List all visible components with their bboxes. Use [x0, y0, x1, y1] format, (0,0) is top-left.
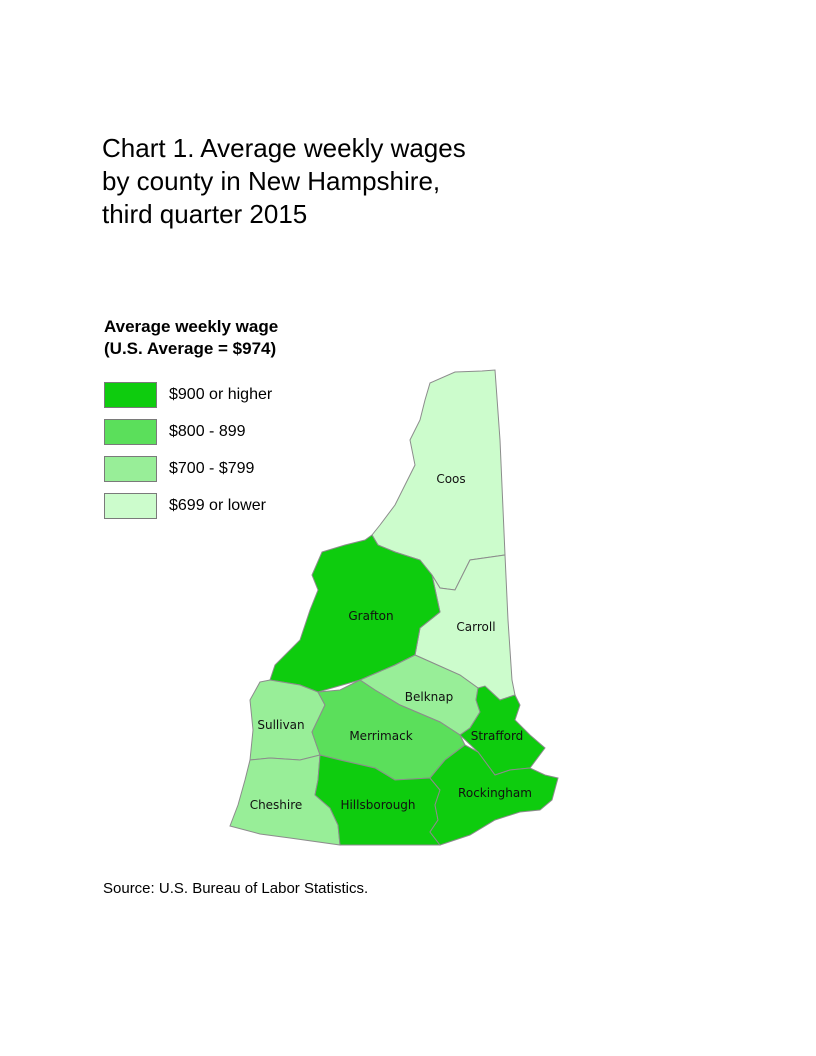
legend-swatch: [104, 455, 157, 482]
county-label-coos: Coos: [436, 472, 465, 486]
legend-title-line: Average weekly wage: [104, 317, 279, 336]
legend-label: $900 or higher: [169, 385, 273, 403]
chart-title-line: by county in New Hampshire,: [102, 166, 441, 196]
county-label-rockingham: Rockingham: [458, 786, 532, 800]
county-label-strafford: Strafford: [471, 729, 524, 743]
legend-label: $699 or lower: [169, 496, 266, 514]
legend-swatch: [104, 492, 157, 519]
county-rockingham[interactable]: [429, 744, 559, 846]
chart-title-line: Chart 1. Average weekly wages: [102, 133, 466, 163]
county-label-sullivan: Sullivan: [257, 718, 304, 732]
chart-title: Chart 1. Average weekly wages by county …: [102, 132, 522, 231]
legend-item-699-or-lower: $699 or lower: [104, 487, 278, 524]
county-label-merrimack: Merrimack: [349, 729, 412, 743]
source-note: Source: U.S. Bureau of Labor Statistics.: [103, 880, 369, 897]
legend-label: $700 - $799: [169, 459, 255, 477]
legend-item-900-or-higher: $900 or higher: [104, 376, 278, 413]
legend: Average weekly wage (U.S. Average = $974…: [104, 316, 278, 524]
county-label-cheshire: Cheshire: [250, 798, 303, 812]
county-label-grafton: Grafton: [348, 609, 393, 623]
chart-title-line: third quarter 2015: [102, 199, 308, 229]
county-label-carroll: Carroll: [456, 620, 495, 634]
county-label-belknap: Belknap: [405, 690, 453, 704]
legend-swatch: [104, 381, 157, 408]
legend-title: Average weekly wage (U.S. Average = $974…: [104, 316, 278, 360]
legend-title-line: (U.S. Average = $974): [104, 339, 277, 358]
legend-label: $800 - 899: [169, 422, 246, 440]
legend-swatch: [104, 418, 157, 445]
legend-item-700-799: $700 - $799: [104, 450, 278, 487]
county-label-hillsborough: Hillsborough: [340, 798, 415, 812]
legend-item-800-899: $800 - 899: [104, 413, 278, 450]
